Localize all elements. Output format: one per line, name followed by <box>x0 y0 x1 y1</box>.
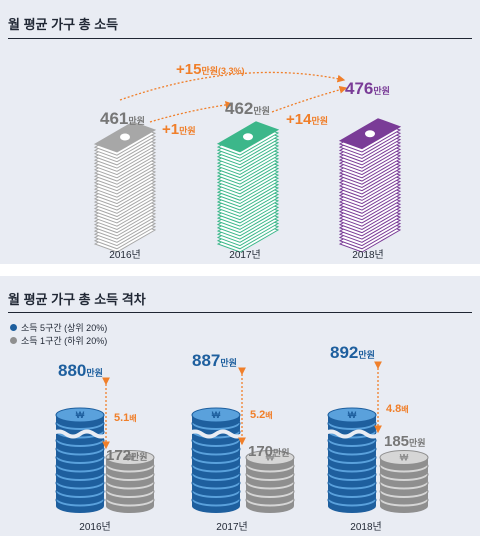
gap-year-label-2017: 2017년 <box>216 521 247 533</box>
svg-text:892만원: 892만원 <box>330 343 375 362</box>
break-line <box>50 429 110 439</box>
year-label-2016: 2016년 <box>109 249 140 261</box>
bill-seal-icon <box>243 133 253 141</box>
svg-text:185만원: 185만원 <box>384 433 426 450</box>
svg-text:462만원: 462만원 <box>225 99 270 118</box>
coin-face <box>245 450 295 465</box>
svg-text:+1만원: +1만원 <box>162 121 196 138</box>
value-2018: 476 <box>345 79 373 98</box>
legend-item-bottom: 소득 1구간 (하위 20%) <box>10 334 107 347</box>
svg-text:4.8배: 4.8배 <box>386 403 409 415</box>
ratio-2018: 4.8 <box>386 403 401 415</box>
won-icon: ₩ <box>348 410 357 420</box>
coin-face <box>105 450 155 465</box>
legend-dot-top <box>10 324 17 331</box>
coin-stack-bottom-2018년: ₩ <box>379 450 429 513</box>
bottom-value-2018: 185 <box>384 433 409 450</box>
ratio-unit-2016: 배 <box>129 413 136 423</box>
diff1-value: +1 <box>162 121 179 138</box>
coin-stack-bottom-2017년: ₩ <box>245 450 295 513</box>
svg-text:880만원: 880만원 <box>58 361 103 380</box>
unit-2016: 만원 <box>128 115 145 126</box>
money-stack-2017년 <box>216 121 280 253</box>
bottom-value-2016: 172 <box>106 447 131 464</box>
svg-text:476만원: 476만원 <box>345 79 390 98</box>
year-label-2018: 2018년 <box>352 249 383 261</box>
bill-seal-icon <box>365 130 375 138</box>
diff1-unit: 만원 <box>179 125 196 136</box>
diff-total-value: +15 <box>176 61 201 78</box>
ratio-2016: 5.1 <box>114 412 129 424</box>
top-unit-2017: 만원 <box>220 357 237 368</box>
top-value-2016: 880 <box>58 361 86 380</box>
panel-separator <box>0 264 480 276</box>
won-icon: ₩ <box>126 453 135 463</box>
won-icon: ₩ <box>212 410 221 420</box>
svg-text:+14만원: +14만원 <box>286 111 328 128</box>
svg-text:461만원: 461만원 <box>100 109 145 128</box>
svg-text:172만원: 172만원 <box>106 447 148 464</box>
coin-stack-top-2017년: ₩ <box>191 407 241 513</box>
top-unit-2016: 만원 <box>86 367 103 378</box>
top-unit-2018: 만원 <box>358 349 375 360</box>
svg-text:887만원: 887만원 <box>192 351 237 370</box>
diff-total-unit: 만원 <box>201 65 218 76</box>
panel1-title: 월 평균 가구 총 소득 <box>8 17 119 32</box>
legend-label-top: 소득 5구간 (상위 20%) <box>21 323 108 333</box>
svg-text:5.2배: 5.2배 <box>250 409 273 421</box>
arrow-2016-2018 <box>119 71 346 101</box>
break-line <box>186 429 246 439</box>
coin-stack-top-2016년: ₩ <box>55 407 105 513</box>
coin-stack-top-2018년: ₩ <box>327 407 377 513</box>
stack-break-2018년 <box>322 429 382 439</box>
diff-total-pct: (3.3%) <box>218 66 245 76</box>
ratio-unit-2018: 배 <box>401 404 408 414</box>
ratio-2017: 5.2 <box>250 409 265 421</box>
diff2-value: +14 <box>286 111 312 128</box>
bottom-value-2017: 170 <box>248 443 273 460</box>
legend-item-top: 소득 5구간 (상위 20%) <box>10 321 107 334</box>
top-value-2017: 887 <box>192 351 220 370</box>
coin-face <box>379 450 429 465</box>
money-stack-2018년 <box>338 118 402 253</box>
svg-text:170만원: 170만원 <box>248 443 290 460</box>
legend-dot-bottom <box>10 337 17 344</box>
svg-text:5.1배: 5.1배 <box>114 412 137 424</box>
won-icon: ₩ <box>76 410 85 420</box>
gap-year-label-2016: 2016년 <box>79 521 110 533</box>
won-icon: ₩ <box>400 453 409 463</box>
bill-seal-icon <box>120 133 130 141</box>
svg-text:+15만원(3.3%): +15만원(3.3%) <box>176 61 245 78</box>
won-icon: ₩ <box>266 453 275 463</box>
ratio-unit-2017: 배 <box>265 410 272 420</box>
bottom-unit-2016: 만원 <box>131 451 148 462</box>
unit-2017: 만원 <box>253 105 270 116</box>
money-stack-2016년 <box>93 121 157 253</box>
coin-stack-bottom-2016년: ₩ <box>105 450 155 513</box>
panel2-title: 월 평균 가구 총 소득 격차 <box>8 292 146 307</box>
diff2-unit: 만원 <box>311 115 328 126</box>
panel2-title-rule <box>8 312 472 313</box>
unit-2018: 만원 <box>373 85 390 96</box>
arrow-2017-2018 <box>271 85 348 113</box>
value-2017: 462 <box>225 99 253 118</box>
stack-break-2016년 <box>50 429 110 439</box>
gap-year-label-2018: 2018년 <box>350 521 381 533</box>
break-line <box>322 429 382 439</box>
year-label-2017: 2017년 <box>229 249 260 261</box>
top-value-2018: 892 <box>330 343 358 362</box>
stack-break-2017년 <box>186 429 246 439</box>
bottom-unit-2018: 만원 <box>409 437 426 448</box>
bottom-unit-2017: 만원 <box>273 447 290 458</box>
panel1-title-rule <box>8 38 472 39</box>
value-2016: 461 <box>100 109 128 128</box>
legend-label-bottom: 소득 1구간 (하위 20%) <box>21 336 108 346</box>
arrow-2016-2017 <box>149 101 234 123</box>
